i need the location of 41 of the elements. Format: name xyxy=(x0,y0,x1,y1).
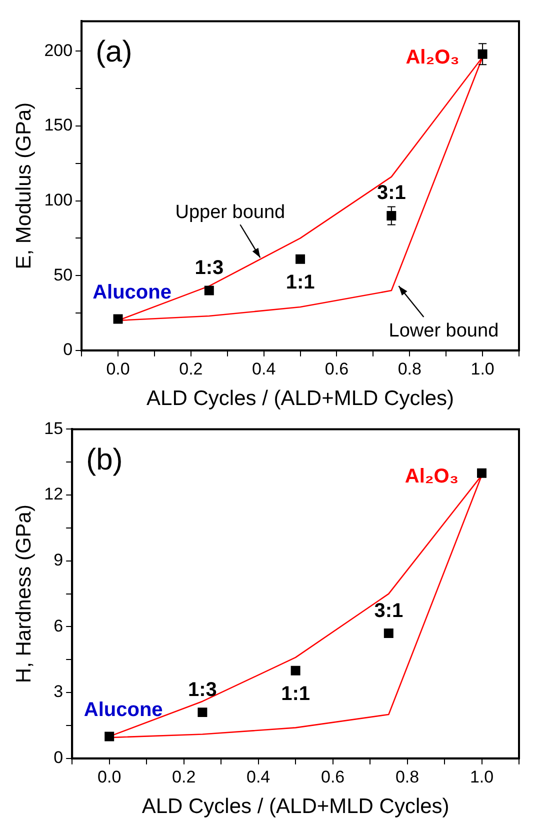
x-tick-label: 0.4 xyxy=(246,767,270,786)
y-tick-label: 3 xyxy=(54,682,64,702)
y-axis-title: E, Modulus (GPa) xyxy=(12,102,36,270)
y-tick-label: 0 xyxy=(63,340,73,360)
y-tick-label: 100 xyxy=(44,190,73,210)
annotation: Lower bound xyxy=(388,320,499,342)
annotation: Alucone xyxy=(84,698,163,721)
annotation: 3:1 xyxy=(376,182,406,204)
y-tick-label: 0 xyxy=(54,748,64,768)
annotation: 1:3 xyxy=(188,678,217,701)
annotation: Al₂O₃ xyxy=(406,46,460,69)
x-tick-label: 0.0 xyxy=(106,359,130,378)
y-tick-label: 6 xyxy=(54,616,64,636)
annotation: Upper bound xyxy=(175,202,286,223)
x-tick-label: 0.0 xyxy=(98,767,122,786)
y-tick-label: 9 xyxy=(54,550,64,570)
y-tick-label: 50 xyxy=(54,265,73,284)
annotation: Alucone xyxy=(92,281,172,304)
x-tick-label: 0.6 xyxy=(320,767,345,786)
annotation: 1:1 xyxy=(281,683,310,706)
y-axis-title: H, Hardness (GPa) xyxy=(12,504,36,684)
x-tick-label: 0.4 xyxy=(252,359,276,378)
x-tick-label: 0.8 xyxy=(398,359,422,378)
annotation: (b) xyxy=(86,443,123,476)
x-axis-title: ALD Cycles / (ALD+MLD Cycles) xyxy=(142,795,450,818)
x-tick-label: 0.2 xyxy=(179,359,203,378)
x-tick-label: 0.2 xyxy=(172,767,196,786)
annotation: 1:3 xyxy=(194,257,224,280)
annotation: Al₂O₃ xyxy=(404,466,459,488)
x-axis-title: ALD Cycles / (ALD+MLD Cycles) xyxy=(146,387,454,410)
x-tick-label: 1.0 xyxy=(470,359,494,378)
x-tick-label: 1.0 xyxy=(470,767,494,786)
y-tick-label: 12 xyxy=(44,484,64,504)
annotation: (a) xyxy=(96,35,132,68)
y-tick-label: 150 xyxy=(44,116,73,135)
x-tick-label: 0.8 xyxy=(395,767,420,786)
annotation: 3:1 xyxy=(374,600,404,622)
y-tick-label: 15 xyxy=(44,418,64,438)
annotation: 1:1 xyxy=(286,272,315,294)
x-tick-label: 0.6 xyxy=(324,359,349,378)
y-tick-label: 200 xyxy=(44,40,73,60)
